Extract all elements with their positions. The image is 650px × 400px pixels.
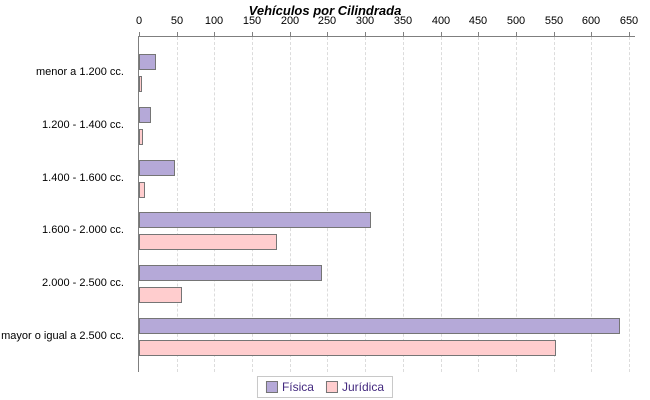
bar-fisica	[139, 212, 371, 228]
x-tick-label: 600	[581, 15, 601, 27]
bar-fisica	[139, 107, 151, 123]
bar-fisica	[139, 318, 620, 334]
x-axis-tick	[478, 32, 479, 36]
legend-item: Jurídica	[325, 380, 385, 394]
x-axis-tick	[252, 32, 253, 36]
gridline	[629, 37, 630, 372]
x-axis-tick	[629, 32, 630, 36]
gridline	[516, 37, 517, 372]
x-tick-label: 650	[619, 15, 639, 27]
x-axis-tick	[214, 32, 215, 36]
bar-fisica	[139, 265, 322, 281]
plot-area: 0 50 100 150 200 250 300 350 400 450 500 550 600 650	[136, 15, 638, 372]
gridline	[214, 37, 215, 372]
x-tick-label: 300	[355, 15, 375, 27]
category-labels: menor a 1.200 cc. 1.200 - 1.400 cc. 1.400 …	[0, 36, 131, 371]
x-tick-label: 500	[506, 15, 526, 27]
x-axis-tick	[290, 32, 291, 36]
gridline	[478, 37, 479, 372]
x-axis-tick	[139, 32, 140, 36]
x-tick-label: 250	[317, 15, 337, 27]
x-tick-label: 400	[431, 15, 451, 27]
x-tick-label: 50	[170, 15, 184, 27]
x-tick-label: 350	[393, 15, 413, 27]
category-label: menor a 1.200 cc.	[35, 66, 124, 78]
gridline	[554, 37, 555, 372]
gridline	[591, 37, 592, 372]
category-label: 1.200 - 1.400 cc.	[42, 119, 124, 131]
bar-fisica	[139, 160, 175, 176]
category-label: mayor o igual a 2.500 cc.	[1, 330, 124, 342]
category-label: 2.000 - 2.500 cc.	[42, 277, 124, 289]
x-axis-tick	[365, 32, 366, 36]
bar-juridica	[139, 234, 277, 250]
x-axis-tick	[516, 32, 517, 36]
chart-title: Vehículos por Cilindrada	[248, 3, 402, 18]
legend: Física Jurídica	[256, 376, 394, 398]
x-tick-label: 0	[135, 15, 143, 27]
bar-juridica	[139, 287, 182, 303]
legend-label: Física	[281, 380, 314, 394]
x-tick-label: 100	[204, 15, 224, 27]
gridline	[403, 37, 404, 372]
gridline	[252, 37, 253, 372]
legend-label: Jurídica	[341, 380, 385, 394]
gridline	[177, 37, 178, 372]
x-axis-tick	[591, 32, 592, 36]
x-tick-label: 550	[544, 15, 564, 27]
x-tick-label: 150	[242, 15, 262, 27]
x-tick-label: 450	[468, 15, 488, 27]
bar-juridica	[139, 76, 142, 92]
x-axis-tick	[177, 32, 178, 36]
x-axis-tick	[403, 32, 404, 36]
gridline	[365, 37, 366, 372]
bar-juridica	[139, 182, 145, 198]
x-axis-tick	[554, 32, 555, 36]
bar-juridica	[139, 340, 556, 356]
x-tick-label: 200	[280, 15, 300, 27]
legend-item: Física	[265, 380, 314, 394]
category-label: 1.600 - 2.000 cc.	[42, 224, 124, 236]
category-label: 1.400 - 1.600 cc.	[42, 172, 124, 184]
gridline	[327, 37, 328, 372]
bar-juridica	[139, 129, 143, 145]
gridline	[290, 37, 291, 372]
x-axis-tick	[441, 32, 442, 36]
bar-fisica	[139, 54, 156, 70]
gridline	[441, 37, 442, 372]
legend-swatch	[265, 381, 278, 393]
legend-swatch	[325, 381, 338, 393]
x-axis-tick	[327, 32, 328, 36]
